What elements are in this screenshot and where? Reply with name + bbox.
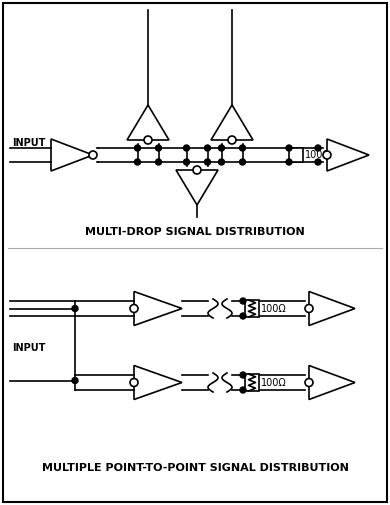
Circle shape [135,159,140,165]
Circle shape [240,372,246,378]
Text: MULTIPLE POINT-TO-POINT SIGNAL DISTRIBUTION: MULTIPLE POINT-TO-POINT SIGNAL DISTRIBUT… [42,463,348,473]
Circle shape [240,298,246,304]
Text: 100Ω: 100Ω [261,378,287,387]
Circle shape [204,145,211,151]
Circle shape [239,145,245,151]
Text: MULTI-DROP SIGNAL DISTRIBUTION: MULTI-DROP SIGNAL DISTRIBUTION [85,227,305,237]
Circle shape [305,305,313,313]
Circle shape [239,159,245,165]
Circle shape [240,313,246,319]
Circle shape [89,151,97,159]
Circle shape [156,145,161,151]
Circle shape [204,159,211,165]
Circle shape [184,159,190,165]
Circle shape [156,159,161,165]
Circle shape [240,387,246,393]
Circle shape [72,306,78,312]
Circle shape [193,166,201,174]
Circle shape [218,159,225,165]
Circle shape [286,159,292,165]
Circle shape [144,136,152,144]
Circle shape [315,145,321,151]
Circle shape [218,145,225,151]
Circle shape [72,378,78,383]
Bar [245,374,259,391]
Circle shape [184,145,190,151]
Circle shape [315,159,321,165]
Text: INPUT: INPUT [12,138,45,148]
Text: 100Ω: 100Ω [305,150,331,160]
Text: INPUT: INPUT [12,343,45,353]
Circle shape [286,145,292,151]
Circle shape [305,379,313,386]
Circle shape [130,305,138,313]
Circle shape [135,145,140,151]
Circle shape [323,151,331,159]
Circle shape [130,379,138,386]
Bar [289,148,303,162]
Circle shape [228,136,236,144]
Bar [245,300,259,317]
Text: 100Ω: 100Ω [261,304,287,314]
